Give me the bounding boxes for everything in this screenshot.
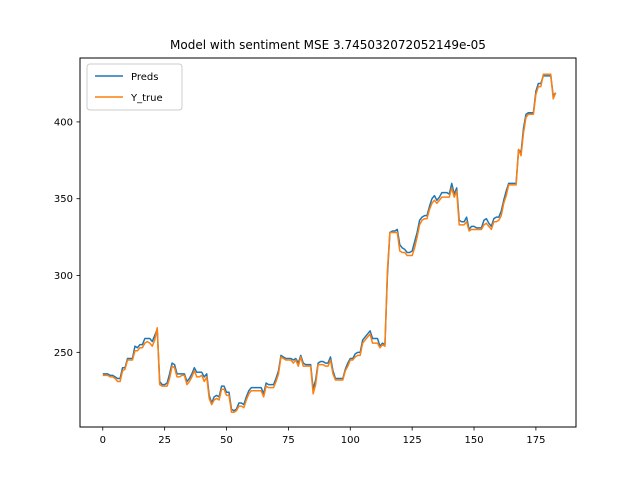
x-tick-label: 75 <box>282 435 295 446</box>
x-tick-label: 25 <box>158 435 171 446</box>
y-tick-label: 400 <box>54 117 73 128</box>
series-line-y-true <box>102 73 557 413</box>
legend: Preds Y_true <box>86 63 183 111</box>
plot-area-frame <box>79 57 577 428</box>
x-tick-label: 125 <box>403 435 422 446</box>
legend-label-preds: Preds <box>131 72 158 83</box>
x-tick-label: 175 <box>526 435 545 446</box>
x-tick-label: 0 <box>100 435 106 446</box>
y-tick-label: 300 <box>54 271 73 282</box>
chart-title: Model with sentiment MSE 3.7450320720521… <box>170 38 486 52</box>
legend-label-y-true: Y_true <box>130 93 163 104</box>
x-tick-label: 50 <box>220 435 233 446</box>
y-tick-label: 350 <box>54 194 73 205</box>
y-tick-label: 250 <box>54 348 73 359</box>
x-tick-label: 150 <box>464 435 483 446</box>
x-tick-label: 100 <box>341 435 360 446</box>
series-line-preds <box>102 75 557 412</box>
